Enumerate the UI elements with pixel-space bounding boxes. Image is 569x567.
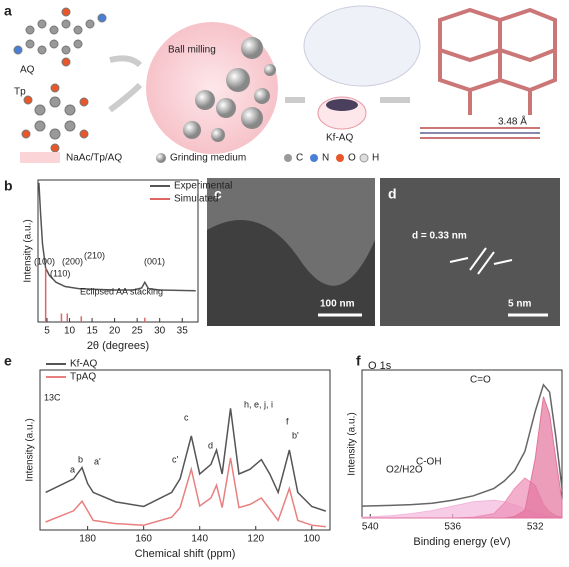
legend-label: N — [322, 153, 329, 164]
x-tick-label: 180 — [79, 534, 96, 545]
annotation: (100) — [34, 256, 55, 266]
legend-label: Simulated — [174, 194, 218, 205]
legend-label: Experimental — [174, 181, 232, 192]
x-axis-label: Binding energy (eV) — [413, 536, 510, 548]
legend-label: H — [372, 153, 379, 164]
series-line — [361, 383, 563, 507]
scale-label: 5 nm — [508, 299, 531, 310]
component-label: O2/H2O — [386, 465, 423, 476]
annotation: (110) — [50, 268, 70, 278]
product-label: Kf-AQ — [326, 133, 353, 144]
x-tick-label: 5 — [44, 326, 50, 337]
x-tick-label: 140 — [191, 534, 208, 545]
series-line — [45, 408, 327, 512]
tp-molecule — [21, 83, 89, 153]
legend-swatch — [156, 153, 166, 163]
component-label: C-OH — [416, 457, 442, 468]
molecule-label: Tp — [14, 87, 26, 98]
tem-texture — [207, 220, 375, 326]
legend-label: NaAc/Tp/AQ — [66, 153, 122, 164]
annotation: c' — [172, 454, 179, 464]
panel-label: a — [4, 3, 12, 19]
annotation: b — [78, 454, 83, 464]
annotation: Eclipsed AA stacking — [80, 286, 163, 296]
molecule-label: AQ — [20, 65, 35, 76]
chart-title: O 1s — [368, 360, 392, 372]
annotation: 13C — [44, 392, 61, 402]
x-tick-label: 15 — [87, 326, 99, 337]
aq-molecule — [13, 7, 107, 67]
plot-frame — [39, 369, 331, 531]
annotation: b' — [292, 430, 299, 440]
x-tick-label: 25 — [132, 326, 144, 337]
x-tick-label: 10 — [64, 326, 76, 337]
x-tick-label: 20 — [109, 326, 121, 337]
component-label: C=O — [470, 375, 491, 386]
legend-label: TpAQ — [70, 372, 96, 383]
annotation: d — [208, 440, 213, 450]
panel-label: b — [4, 178, 13, 194]
stacking — [420, 127, 540, 139]
x-tick-label: 160 — [135, 534, 152, 545]
x-tick-label: 540 — [362, 522, 379, 533]
panel-label: e — [4, 353, 12, 369]
annotation: c — [184, 412, 189, 422]
series-line — [38, 182, 196, 292]
legend-label: Grinding medium — [170, 153, 246, 164]
annotation: f — [286, 416, 289, 426]
legend-label: O — [348, 153, 356, 164]
legend-swatch — [310, 154, 318, 162]
x-tick-label: 30 — [154, 326, 166, 337]
y-axis-label: Intensity (a.u.) — [347, 412, 358, 475]
x-axis-label: 2θ (degrees) — [87, 340, 149, 352]
legend-swatch — [336, 154, 344, 162]
x-tick-label: 536 — [444, 522, 461, 533]
lattice-marks — [449, 247, 513, 275]
process-label: Ball milling — [168, 45, 216, 56]
legend-label: C — [296, 153, 303, 164]
series-line — [45, 457, 326, 528]
annotation: h, e, j, i — [244, 399, 273, 409]
plot-frame — [37, 179, 199, 323]
legend-swatch — [359, 153, 369, 163]
legend-swatch — [284, 154, 292, 162]
panel-label: f — [356, 353, 361, 369]
x-tick-label: 532 — [527, 522, 544, 533]
panel-label: d — [388, 186, 397, 202]
component-area — [362, 396, 563, 519]
hrtem-image — [380, 178, 560, 326]
d-spacing: d = 0.33 nm — [412, 231, 467, 242]
y-axis-label: Intensity (a.u.) — [25, 418, 36, 481]
scale-label: 100 nm — [320, 299, 355, 310]
panel-label: c — [214, 186, 222, 202]
legend-label: Kf-AQ — [70, 359, 97, 370]
annotation: (200) — [62, 256, 83, 266]
product-powder — [326, 99, 358, 111]
annotation: (210) — [84, 250, 105, 260]
y-axis-label: Intensity (a.u.) — [23, 219, 34, 282]
annotation: (001) — [144, 256, 165, 266]
cof-framework — [438, 7, 557, 115]
legend-swatch — [20, 152, 60, 163]
balls — [183, 37, 276, 142]
x-tick-label: 35 — [177, 326, 189, 337]
spacing-label: 3.48 Å — [498, 115, 527, 128]
annotation: a' — [94, 456, 101, 466]
x-tick-label: 120 — [247, 534, 264, 545]
x-axis-label: Chemical shift (ppm) — [135, 548, 236, 560]
arrow — [108, 55, 143, 113]
x-tick-label: 100 — [303, 534, 320, 545]
annotation: a — [70, 464, 75, 474]
structure-zoom — [303, 5, 421, 87]
